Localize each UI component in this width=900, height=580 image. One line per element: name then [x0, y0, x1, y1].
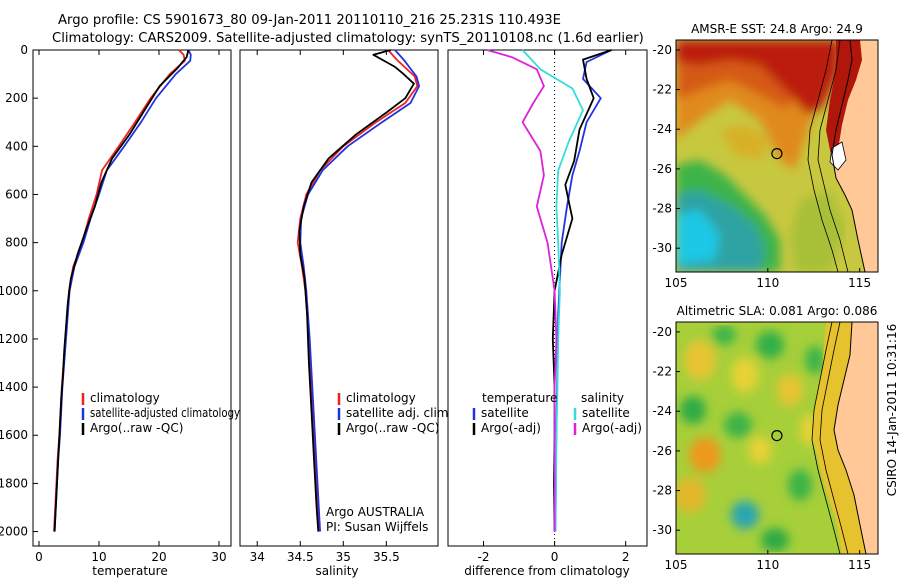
y-tick-label: -20: [652, 43, 672, 57]
legend-label-satellite: satellite adj. clim.: [346, 406, 452, 420]
x-tick-label: 35.5: [373, 550, 400, 564]
y-tick-label: 2000: [0, 525, 28, 539]
y-tick-label: 1600: [0, 428, 28, 442]
x-tick-label: 110: [756, 276, 779, 290]
side-stamp: CSIRO 14-Jan-2011 10:31:16: [885, 324, 899, 496]
difference-plot-frame: [447, 49, 648, 547]
x-tick-label: 110: [756, 558, 779, 572]
sla-map-frame: [675, 321, 879, 555]
y-tick-label: -26: [652, 162, 672, 176]
argo-position-marker: [771, 430, 783, 442]
y-tick-label: -22: [652, 83, 672, 97]
y-tick-label: -24: [652, 122, 672, 136]
sla-map-title: Altimetric SLA: 0.081 Argo: 0.086: [677, 304, 878, 318]
legend-label-temp-argo: Argo(-adj): [481, 421, 541, 435]
difference-series: [486, 49, 612, 532]
temperature-x-ticks: 0 10 20 30: [35, 50, 227, 564]
y-tick-label: -24: [652, 404, 672, 418]
x-tick-label: 105: [665, 558, 688, 572]
difference-panel: -2 0 2 difference from climatology tempera…: [447, 49, 648, 578]
temperature-panel: 0 10 20 30 0 200 400 600 800 1000 1200 1400 1600 180…: [0, 43, 240, 578]
sst-map-field: [676, 40, 878, 272]
y-tick-label: -20: [652, 325, 672, 339]
annotation-pi: PI: Susan Wijffels: [326, 520, 428, 534]
y-tick-label: 400: [5, 139, 28, 153]
sst-map-frame: [675, 39, 879, 273]
y-tick-label: -28: [652, 484, 672, 498]
x-tick-label: 34.5: [287, 550, 314, 564]
y-tick-label: -30: [652, 523, 672, 537]
x-tick-label: 34: [250, 550, 265, 564]
series-line: [486, 49, 558, 532]
salinity-series: [296, 49, 421, 532]
x-tick-label: 30: [211, 550, 226, 564]
x-tick-label: 115: [848, 276, 871, 290]
legend-label-temp-satellite: satellite: [481, 406, 529, 420]
legend-label-argo: Argo(..raw -QC): [346, 421, 439, 435]
difference-x-label: difference from climatology: [464, 564, 630, 578]
y-tick-label: 0: [20, 43, 28, 57]
series-line: [53, 49, 190, 532]
temperature-plot-frame: [32, 49, 232, 547]
y-tick-label: -30: [652, 241, 672, 255]
sla-map-axes: 105 110 115 -20 -22 -24 -26 -28 -30: [652, 325, 871, 572]
x-tick-label: 115: [848, 558, 871, 572]
salinity-plot-frame: [239, 49, 439, 547]
y-tick-label: 1400: [0, 380, 28, 394]
legend-title-salinity: salinity: [581, 391, 624, 405]
y-tick-label: 200: [5, 91, 28, 105]
y-tick-label: -26: [652, 444, 672, 458]
y-tick-label: -22: [652, 365, 672, 379]
legend-label-climatology: climatology: [346, 391, 416, 405]
legend-label-satellite: satellite-adjusted climatology: [90, 406, 240, 420]
x-tick-label: 2: [622, 550, 630, 564]
temperature-series: [53, 49, 192, 532]
y-tick-label: 1000: [0, 284, 28, 298]
sla-map-field: [676, 322, 878, 554]
y-tick-label: 600: [5, 187, 28, 201]
sst-map-axes: 105 110 115 -20 -22 -24 -26 -28 -30: [652, 43, 871, 290]
temperature-legend: climatology satellite-adjusted climatolo…: [81, 391, 240, 435]
sla-map-panel: Altimetric SLA: 0.081 Argo: 0.086: [652, 304, 879, 572]
header-line-1: Argo profile: CS 5901673_80 09-Jan-2011 …: [58, 13, 561, 28]
salinity-panel: 34 34.5 35 35.5 salinity climatology satell…: [239, 49, 452, 578]
annotation-argo-australia: Argo AUSTRALIA: [326, 505, 425, 519]
header-line-2: Climatology: CARS2009. Satellite-adjuste…: [52, 31, 644, 46]
legend-label-climatology: climatology: [90, 391, 160, 405]
y-tick-label: 1800: [0, 476, 28, 490]
x-tick-label: 10: [91, 550, 106, 564]
argo-position-marker: [771, 148, 783, 160]
y-tick-label: 1200: [0, 332, 28, 346]
temperature-x-label: temperature: [92, 564, 167, 578]
x-tick-label: 20: [151, 550, 166, 564]
depth-y-ticks: 0 200 400 600 800 1000 1200 1400 1600 1800 2000: [0, 43, 38, 539]
salinity-x-label: salinity: [315, 564, 358, 578]
x-tick-label: 35: [336, 550, 351, 564]
sst-map-title: AMSR-E SST: 24.8 Argo: 24.9: [691, 22, 863, 36]
salinity-x-ticks: 34 34.5 35 35.5: [250, 50, 400, 564]
y-tick-label: -28: [652, 202, 672, 216]
legend-label-sal-argo: Argo(-adj): [582, 421, 642, 435]
y-tick-label: 800: [5, 236, 28, 250]
difference-x-ticks: -2 0 2: [478, 50, 630, 564]
difference-legend: temperature satellite Argo(-adj) salinit…: [472, 391, 642, 435]
x-tick-label: 105: [665, 276, 688, 290]
x-tick-label: 0: [35, 550, 43, 564]
legend-label-argo: Argo(..raw -QC): [90, 421, 183, 435]
x-tick-label: -2: [478, 550, 490, 564]
legend-title-temperature: temperature: [482, 391, 557, 405]
x-tick-label: 0: [551, 550, 559, 564]
sst-map-panel: AMSR-E SST: 24.8 Argo: 24.9 105 110 115 -20…: [652, 22, 879, 290]
salinity-legend: climatology satellite adj. clim. Argo(..…: [337, 391, 452, 435]
legend-label-sal-satellite: satellite: [582, 406, 630, 420]
series-line: [521, 49, 584, 532]
series-line: [298, 49, 415, 532]
